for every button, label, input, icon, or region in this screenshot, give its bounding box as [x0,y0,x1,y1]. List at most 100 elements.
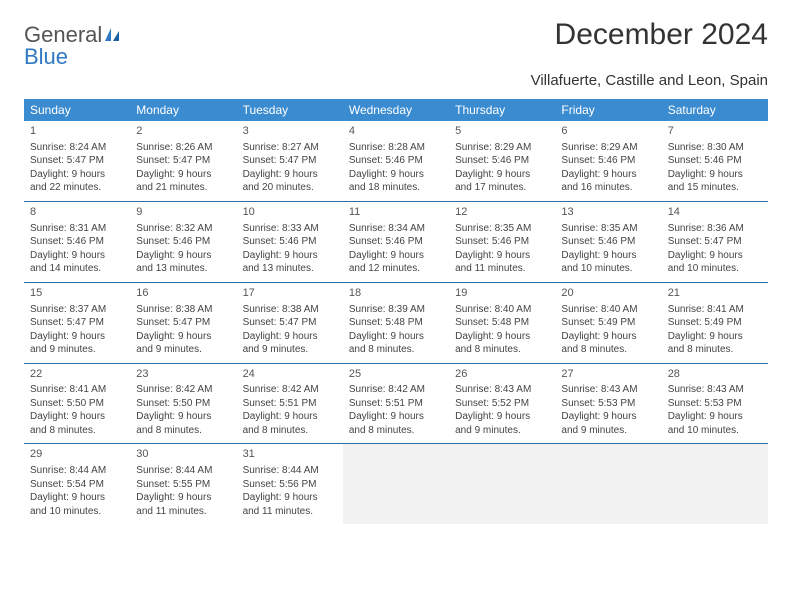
daylight-line: Daylight: 9 hours and 18 minutes. [349,168,443,195]
location-line: Villafuerte, Castille and Leon, Spain [24,72,768,89]
calendar-week-row: 15Sunrise: 8:37 AMSunset: 5:47 PMDayligh… [24,282,768,363]
calendar-cell: 9Sunrise: 8:32 AMSunset: 5:46 PMDaylight… [130,201,236,282]
calendar-cell: 26Sunrise: 8:43 AMSunset: 5:52 PMDayligh… [449,363,555,444]
day-number: 11 [349,205,443,220]
brand-part2: Blue [24,44,68,69]
sunrise-line: Sunrise: 8:27 AM [243,141,337,155]
sunset-line: Sunset: 5:49 PM [561,316,655,330]
calendar-cell: 6Sunrise: 8:29 AMSunset: 5:46 PMDaylight… [555,121,661,201]
daylight-line: Daylight: 9 hours and 13 minutes. [136,249,230,276]
sunrise-line: Sunrise: 8:39 AM [349,303,443,317]
sunset-line: Sunset: 5:46 PM [349,235,443,249]
sunset-line: Sunset: 5:50 PM [30,397,124,411]
daylight-line: Daylight: 9 hours and 21 minutes. [136,168,230,195]
sunset-line: Sunset: 5:53 PM [668,397,762,411]
sunset-line: Sunset: 5:46 PM [561,154,655,168]
calendar-cell: 20Sunrise: 8:40 AMSunset: 5:49 PMDayligh… [555,282,661,363]
day-number: 31 [243,447,337,462]
calendar-cell: 31Sunrise: 8:44 AMSunset: 5:56 PMDayligh… [237,444,343,524]
sunrise-line: Sunrise: 8:43 AM [668,383,762,397]
sunset-line: Sunset: 5:48 PM [349,316,443,330]
day-number: 23 [136,367,230,382]
daylight-line: Daylight: 9 hours and 15 minutes. [668,168,762,195]
sunrise-line: Sunrise: 8:41 AM [30,383,124,397]
calendar-table: Sunday Monday Tuesday Wednesday Thursday… [24,99,768,524]
calendar-cell: 27Sunrise: 8:43 AMSunset: 5:53 PMDayligh… [555,363,661,444]
sunrise-line: Sunrise: 8:28 AM [349,141,443,155]
calendar-cell: 1Sunrise: 8:24 AMSunset: 5:47 PMDaylight… [24,121,130,201]
daylight-line: Daylight: 9 hours and 8 minutes. [561,330,655,357]
sunrise-line: Sunrise: 8:40 AM [455,303,549,317]
weekday-row: Sunday Monday Tuesday Wednesday Thursday… [24,99,768,121]
sunrise-line: Sunrise: 8:33 AM [243,222,337,236]
sunrise-line: Sunrise: 8:44 AM [30,464,124,478]
day-number: 9 [136,205,230,220]
daylight-line: Daylight: 9 hours and 10 minutes. [668,410,762,437]
calendar-cell: 16Sunrise: 8:38 AMSunset: 5:47 PMDayligh… [130,282,236,363]
sunrise-line: Sunrise: 8:24 AM [30,141,124,155]
calendar-cell: 25Sunrise: 8:42 AMSunset: 5:51 PMDayligh… [343,363,449,444]
sunrise-line: Sunrise: 8:34 AM [349,222,443,236]
daylight-line: Daylight: 9 hours and 17 minutes. [455,168,549,195]
day-number: 10 [243,205,337,220]
daylight-line: Daylight: 9 hours and 12 minutes. [349,249,443,276]
calendar-body: 1Sunrise: 8:24 AMSunset: 5:47 PMDaylight… [24,121,768,524]
calendar-cell: 5Sunrise: 8:29 AMSunset: 5:46 PMDaylight… [449,121,555,201]
header-row: General Blue December 2024 [24,18,768,68]
calendar-week-row: 1Sunrise: 8:24 AMSunset: 5:47 PMDaylight… [24,121,768,201]
day-number: 25 [349,367,443,382]
calendar-cell [662,444,768,524]
day-number: 29 [30,447,124,462]
sunset-line: Sunset: 5:49 PM [668,316,762,330]
daylight-line: Daylight: 9 hours and 22 minutes. [30,168,124,195]
sunset-line: Sunset: 5:47 PM [30,316,124,330]
day-number: 27 [561,367,655,382]
calendar-cell: 3Sunrise: 8:27 AMSunset: 5:47 PMDaylight… [237,121,343,201]
weekday-header: Wednesday [343,99,449,121]
brand-text: General Blue [24,24,124,68]
day-number: 4 [349,124,443,139]
sunset-line: Sunset: 5:47 PM [136,154,230,168]
sunset-line: Sunset: 5:46 PM [455,235,549,249]
calendar-cell: 19Sunrise: 8:40 AMSunset: 5:48 PMDayligh… [449,282,555,363]
sunrise-line: Sunrise: 8:35 AM [561,222,655,236]
day-number: 22 [30,367,124,382]
sunset-line: Sunset: 5:46 PM [136,235,230,249]
daylight-line: Daylight: 9 hours and 13 minutes. [243,249,337,276]
day-number: 6 [561,124,655,139]
sunset-line: Sunset: 5:47 PM [30,154,124,168]
sunset-line: Sunset: 5:46 PM [30,235,124,249]
day-number: 12 [455,205,549,220]
calendar-cell: 17Sunrise: 8:38 AMSunset: 5:47 PMDayligh… [237,282,343,363]
calendar-cell: 18Sunrise: 8:39 AMSunset: 5:48 PMDayligh… [343,282,449,363]
calendar-cell: 24Sunrise: 8:42 AMSunset: 5:51 PMDayligh… [237,363,343,444]
calendar-cell: 10 Sunrise: 8:33 AMSunset: 5:46 PMDayligh… [237,201,343,282]
sunset-line: Sunset: 5:47 PM [668,235,762,249]
sunset-line: Sunset: 5:46 PM [243,235,337,249]
calendar-week-row: 22Sunrise: 8:41 AMSunset: 5:50 PMDayligh… [24,363,768,444]
sunset-line: Sunset: 5:50 PM [136,397,230,411]
daylight-line: Daylight: 9 hours and 16 minutes. [561,168,655,195]
daylight-line: Daylight: 9 hours and 8 minutes. [243,410,337,437]
daylight-line: Daylight: 9 hours and 11 minutes. [455,249,549,276]
day-number: 16 [136,286,230,301]
daylight-line: Daylight: 9 hours and 11 minutes. [243,491,337,518]
calendar-cell: 12Sunrise: 8:35 AMSunset: 5:46 PMDayligh… [449,201,555,282]
sunrise-line: Sunrise: 8:38 AM [136,303,230,317]
sunrise-line: Sunrise: 8:37 AM [30,303,124,317]
sunrise-line: Sunrise: 8:29 AM [455,141,549,155]
day-number: 8 [30,205,124,220]
calendar-page: General Blue December 2024 Villafuerte, … [0,0,792,542]
calendar-cell [449,444,555,524]
daylight-line: Daylight: 9 hours and 8 minutes. [668,330,762,357]
calendar-cell: 11 Sunrise: 8:34 AMSunset: 5:46 PMDayligh… [343,201,449,282]
sunset-line: Sunset: 5:51 PM [243,397,337,411]
day-number: 3 [243,124,337,139]
sunrise-line: Sunrise: 8:30 AM [668,141,762,155]
daylight-line: Daylight: 9 hours and 10 minutes. [30,491,124,518]
calendar-cell: 14Sunrise: 8:36 AMSunset: 5:47 PMDayligh… [662,201,768,282]
daylight-line: Daylight: 9 hours and 9 minutes. [30,330,124,357]
daylight-line: Daylight: 9 hours and 9 minutes. [455,410,549,437]
weekday-header: Monday [130,99,236,121]
sunset-line: Sunset: 5:56 PM [243,478,337,492]
